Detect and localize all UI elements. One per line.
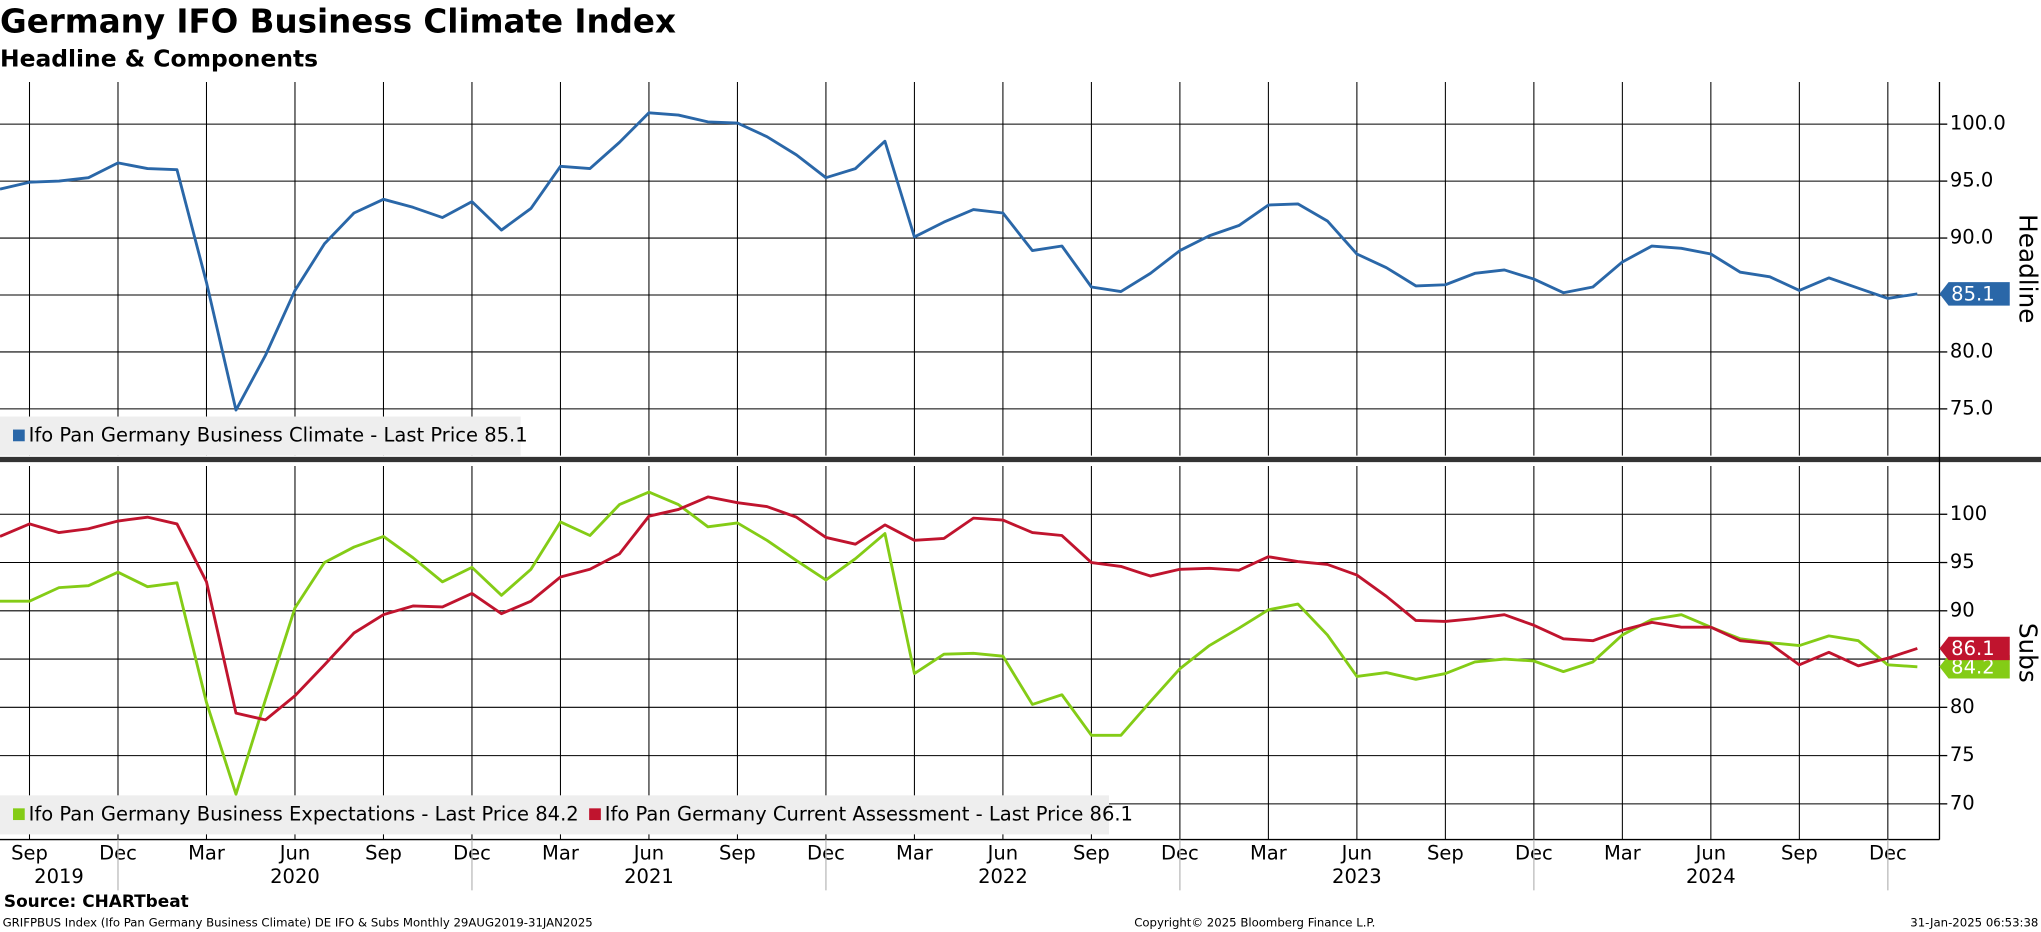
legend-label: Ifo Pan Germany Business Expectations - …	[29, 802, 579, 825]
legend-swatch	[13, 808, 25, 821]
y-tick-label: 90	[1950, 598, 1975, 621]
y-tick-label: 80.0	[1950, 339, 1993, 362]
x-tick-label: Jun	[1694, 841, 1727, 864]
y-tick-label: 70	[1950, 791, 1975, 814]
x-tick-label: Jun	[1340, 841, 1373, 864]
last-value-label: 86.1	[1951, 637, 1994, 660]
year-label: 2019	[34, 865, 84, 888]
last-value-tag	[1939, 282, 2010, 306]
legend-swatch	[589, 808, 601, 821]
x-tick-label: Sep	[1781, 841, 1818, 864]
chart-subtitle: Headline & Components	[0, 44, 318, 72]
x-tick-label: Mar	[542, 841, 580, 864]
x-tick-label: Mar	[188, 841, 226, 864]
series-line	[0, 111, 1918, 412]
chart-title: Germany IFO Business Climate Index	[0, 2, 676, 40]
year-label: 2024	[1686, 865, 1736, 888]
source: Source: CHARTbeat	[4, 891, 189, 911]
y-tick-label: 100	[1950, 502, 1987, 525]
y-tick-label: 95	[1950, 550, 1975, 573]
y-tick-label: 90.0	[1950, 226, 1993, 249]
x-tick-label: Mar	[1604, 841, 1642, 864]
footer-center: Copyright© 2025 Bloomberg Finance L.P.	[1134, 915, 1375, 929]
x-tick-label: Jun	[986, 841, 1019, 864]
y-axis-label: Subs	[2014, 623, 2041, 683]
series-line	[0, 495, 1918, 722]
x-tick-label: Sep	[365, 841, 402, 864]
x-tick-label: Sep	[11, 841, 48, 864]
legend-background	[0, 795, 1110, 835]
y-axis-label: Headline	[2014, 214, 2041, 323]
y-tick-label: 95.0	[1950, 169, 1993, 192]
year-label: 2021	[624, 865, 674, 888]
x-tick-label: Mar	[1250, 841, 1288, 864]
x-tick-label: Jun	[632, 841, 665, 864]
last-value-tag	[1939, 655, 2010, 679]
legend-background	[0, 416, 521, 456]
year-label: 2022	[978, 865, 1028, 888]
x-tick-label: Sep	[1427, 841, 1464, 864]
legend-swatch	[13, 429, 25, 442]
footer-left: GRIFPBUS Index (Ifo Pan Germany Business…	[3, 915, 593, 929]
x-tick-label: Sep	[719, 841, 756, 864]
year-label: 2020	[270, 865, 320, 888]
y-tick-label: 80	[1950, 695, 1975, 718]
x-tick-label: Mar	[896, 841, 934, 864]
x-tick-label: Jun	[278, 841, 311, 864]
last-value-label: 85.1	[1951, 283, 1994, 306]
legend-label: Ifo Pan Germany Business Climate - Last …	[29, 424, 528, 447]
legend-label: Ifo Pan Germany Current Assessment - Las…	[605, 802, 1133, 825]
y-tick-label: 100.0	[1950, 112, 2006, 135]
last-value-label: 84.2	[1951, 656, 1994, 679]
last-value-tag	[1939, 636, 2010, 661]
footer-right: 31-Jan-2025 06:53:38	[1910, 915, 2038, 929]
y-tick-label: 75	[1950, 743, 1975, 766]
x-tick-label: Sep	[1073, 841, 1110, 864]
year-label: 2023	[1332, 865, 1382, 888]
y-tick-label: 75.0	[1950, 396, 1993, 419]
series-line	[0, 490, 1918, 796]
